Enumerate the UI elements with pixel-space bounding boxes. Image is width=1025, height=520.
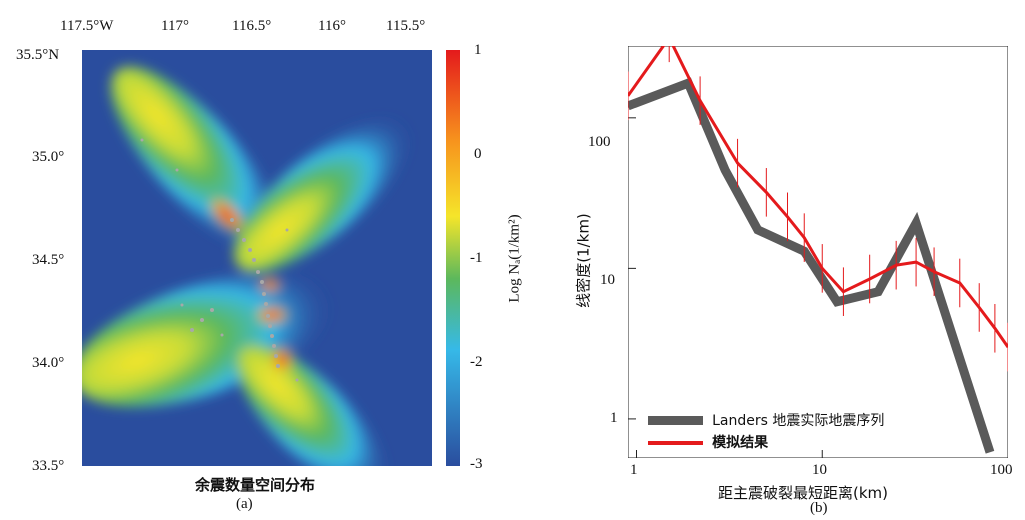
line-plot — [628, 46, 1008, 458]
y-tick-label: 34.0° — [32, 355, 65, 371]
colorbar — [446, 50, 460, 466]
epicenter-cluster — [140, 138, 299, 382]
x-tick-label: 117° — [161, 18, 189, 34]
legend-item: 模拟结果 — [648, 432, 768, 452]
colorbar-tick-label: 0 — [474, 146, 482, 162]
heatmap-map — [82, 50, 432, 466]
x-axis-label: 距主震破裂最短距离(km) — [718, 484, 889, 502]
legend-label: 模拟结果 — [712, 435, 769, 451]
y-tick-label: 1 — [610, 410, 618, 426]
y-tick-label: 34.5° — [32, 252, 65, 268]
x-tick-label: 100 — [990, 462, 1013, 478]
x-tick-label: 10 — [812, 462, 827, 478]
colorbar-tick-label: -1 — [470, 250, 483, 266]
legend-label: Landers 地震实际地震序列 — [712, 413, 885, 429]
plot-frame — [628, 46, 1008, 458]
y-tick-label: 35.0° — [32, 149, 65, 165]
colorbar-tick-label: -3 — [470, 456, 483, 472]
y-axis-label: 线密度(1/km) — [574, 213, 593, 308]
colorbar-tick-label: 1 — [474, 42, 482, 58]
hotspot — [207, 195, 247, 235]
x-tick-label: 1 — [630, 462, 638, 478]
x-tick-label: 116° — [318, 18, 346, 34]
panel-a-title: 余震数量空间分布 — [195, 476, 316, 494]
y-tick-label: 35.5°N — [16, 47, 60, 63]
colorbar-tick-label: -2 — [470, 354, 483, 370]
aftershock-lobe-nw — [110, 66, 284, 254]
x-tick-label: 117.5°W — [60, 18, 114, 34]
y-tick-label: 100 — [588, 134, 611, 150]
x-tick-label: 116.5° — [232, 18, 272, 34]
legend-swatch — [648, 416, 703, 425]
legend-item: Landers 地震实际地震序列 — [648, 410, 884, 430]
y-tick-label: 10 — [600, 272, 615, 288]
colorbar-label: Log Nₐ(1/km²) — [506, 214, 523, 303]
x-tick-label: 115.5° — [386, 18, 426, 34]
series-line-simulated — [628, 46, 1008, 348]
hotspot — [254, 305, 290, 325]
panel-a-label: (a) — [236, 496, 253, 512]
aftershock-lobe-se — [236, 344, 388, 466]
aftershock-lobe-ne — [233, 117, 411, 273]
hotspot — [270, 346, 294, 374]
legend-swatch — [648, 440, 703, 445]
hotspot — [258, 277, 282, 293]
y-tick-label: 33.5° — [32, 458, 65, 474]
panel-b-label: (b) — [810, 500, 828, 516]
